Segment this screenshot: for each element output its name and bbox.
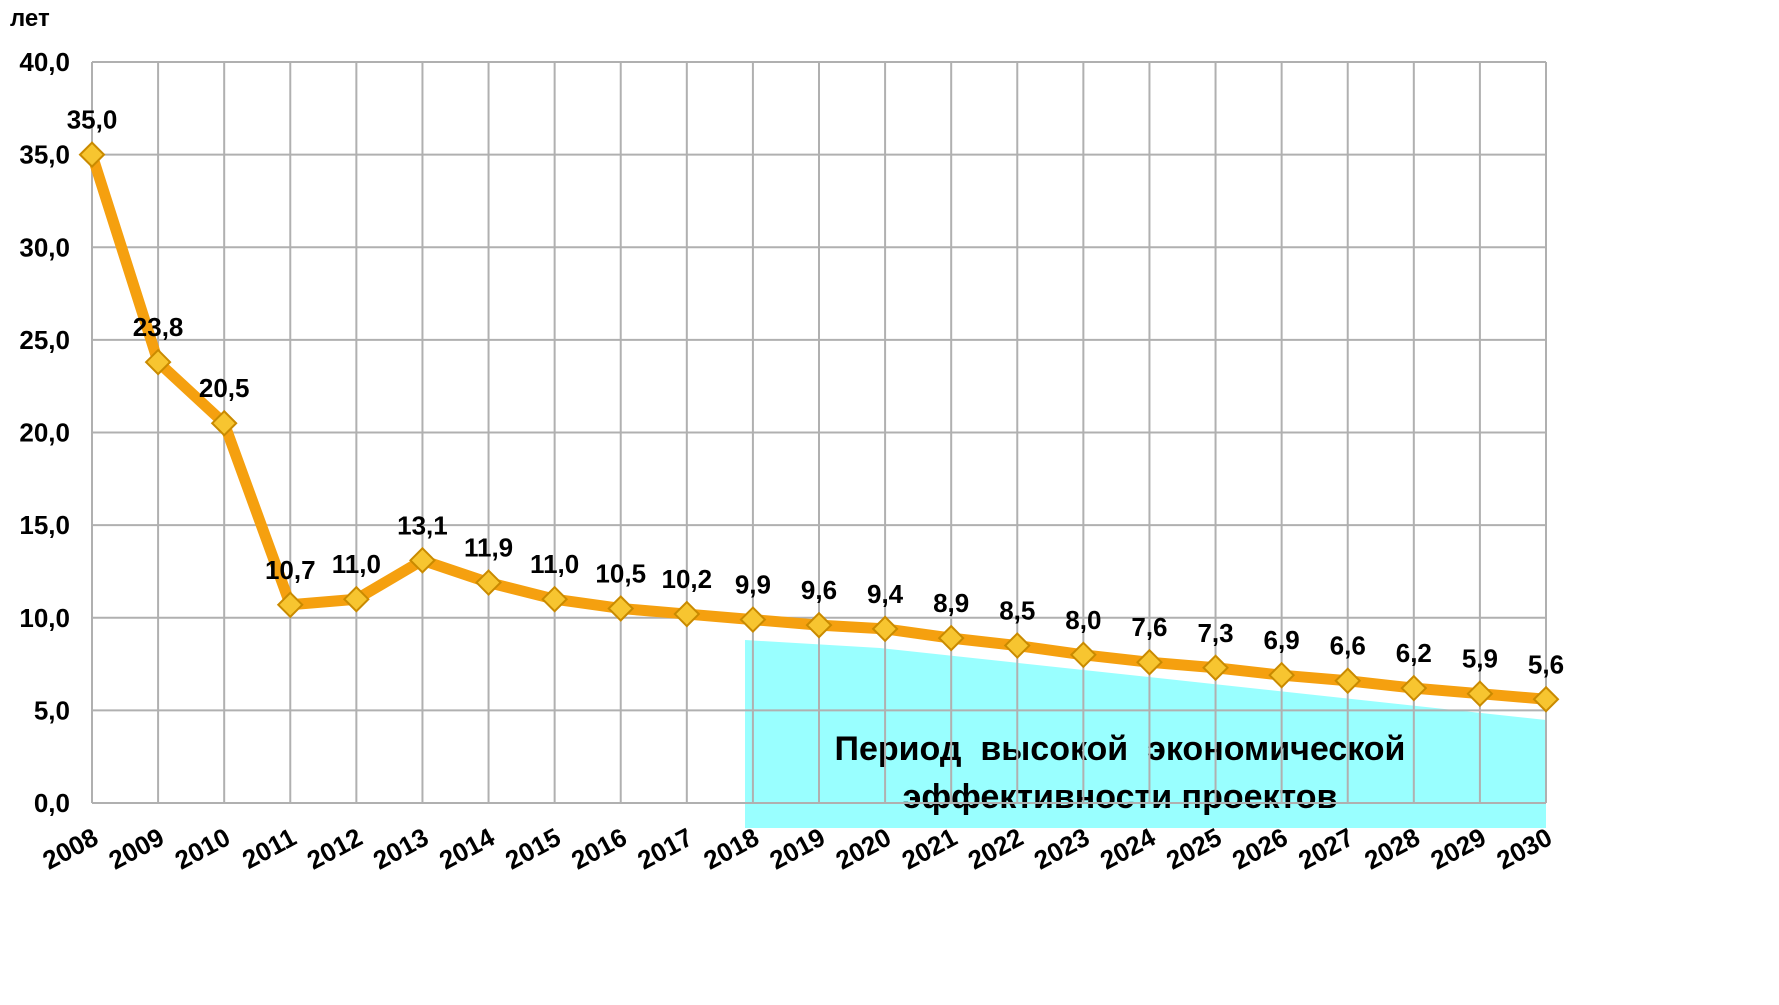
data-label: 23,8 <box>133 312 184 342</box>
y-tick-label: 0,0 <box>34 788 70 818</box>
data-label: 20,5 <box>199 373 250 403</box>
marker <box>475 569 502 596</box>
y-tick-label: 5,0 <box>34 695 70 725</box>
marker <box>210 409 238 437</box>
data-label: 8,9 <box>933 588 969 618</box>
marker <box>78 141 106 169</box>
data-label: 7,3 <box>1197 618 1233 648</box>
x-tick-label: 2014 <box>434 822 500 876</box>
data-label: 6,9 <box>1264 625 1300 655</box>
marker <box>673 600 701 628</box>
highlight-region <box>745 640 1546 828</box>
data-label: 9,9 <box>735 570 771 600</box>
x-tick-label: 2013 <box>368 822 433 876</box>
marker <box>871 615 899 643</box>
marker <box>805 611 833 639</box>
data-label: 7,6 <box>1131 612 1167 642</box>
data-label: 11,9 <box>464 533 513 563</box>
y-tick-label: 15,0 <box>19 510 70 540</box>
data-label: 8,5 <box>999 596 1035 626</box>
data-label: 8,0 <box>1065 605 1101 635</box>
marker <box>1334 667 1362 695</box>
x-tick-label: 2020 <box>831 822 896 876</box>
data-label: 35,0 <box>67 105 118 135</box>
marker <box>1003 632 1031 659</box>
marker <box>342 585 370 613</box>
y-tick-label: 35,0 <box>19 140 70 170</box>
data-label: 6,6 <box>1330 631 1366 661</box>
annotation: Период высокой экономической <box>835 730 1406 768</box>
y-tick-label: 25,0 <box>19 325 70 355</box>
x-tick-label: 2027 <box>1293 822 1358 876</box>
x-tick-label: 2019 <box>765 822 830 876</box>
marker <box>409 546 436 574</box>
marker <box>1268 661 1296 689</box>
x-tick-label: 2025 <box>1161 822 1226 876</box>
data-label: 5,6 <box>1528 649 1564 679</box>
x-tick-label: 2022 <box>963 822 1028 876</box>
data-label: 11,0 <box>530 549 579 579</box>
x-tick-label: 2010 <box>170 822 235 876</box>
marker <box>1400 674 1428 702</box>
x-tick-label: 2012 <box>302 822 367 876</box>
y-tick-label: 20,0 <box>19 418 70 448</box>
marker <box>1202 654 1229 682</box>
data-label: 11,0 <box>332 549 381 579</box>
x-tick-label: 2015 <box>500 822 565 876</box>
x-tick-label: 2017 <box>632 822 697 876</box>
data-label: 9,6 <box>801 575 837 605</box>
y-axis-label: лет <box>10 5 50 32</box>
x-tick-label: 2021 <box>897 822 962 876</box>
y-tick-label: 10,0 <box>19 603 70 633</box>
y-tick-label: 30,0 <box>19 232 70 262</box>
marker <box>937 624 965 652</box>
x-tick-label: 2018 <box>699 822 764 876</box>
y-tick-label: 40,0 <box>19 47 70 77</box>
data-label: 10,5 <box>595 558 646 588</box>
data-label: 5,9 <box>1462 644 1498 674</box>
x-tick-label: 2011 <box>237 822 301 875</box>
marker <box>739 606 767 634</box>
annotation: эффективности проектов <box>903 778 1338 816</box>
x-tick-label: 2030 <box>1492 822 1557 876</box>
marker <box>1532 685 1560 713</box>
data-label: 10,7 <box>265 555 316 585</box>
marker <box>541 585 569 613</box>
data-label: 10,2 <box>662 564 713 594</box>
marker <box>1136 648 1163 676</box>
data-label: 9,4 <box>867 579 904 609</box>
x-tick-label: 2008 <box>38 822 103 876</box>
x-tick-label: 2028 <box>1359 822 1424 876</box>
x-tick-label: 2029 <box>1426 822 1491 876</box>
data-label: 6,2 <box>1396 638 1432 668</box>
x-tick-label: 2026 <box>1227 822 1292 876</box>
x-tick-label: 2023 <box>1029 822 1094 876</box>
marker <box>144 348 172 376</box>
marker <box>276 591 304 619</box>
marker <box>607 595 635 622</box>
x-tick-label: 2009 <box>104 822 169 876</box>
data-label: 13,1 <box>397 510 448 540</box>
marker <box>1069 641 1097 669</box>
marker <box>1466 680 1494 708</box>
x-tick-label: 2024 <box>1095 822 1161 876</box>
x-tick-label: 2016 <box>566 822 631 876</box>
